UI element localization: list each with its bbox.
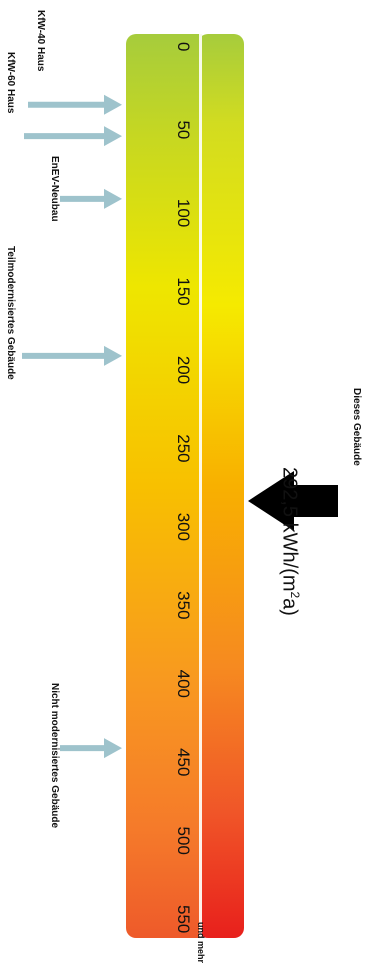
reference-label: KfW-40 Haus: [35, 10, 46, 72]
scale-end-label: und mehr: [196, 922, 206, 964]
building-value-text: 292,5 kWh/(m: [278, 467, 301, 592]
building-arrow: [248, 470, 338, 531]
tick-label: 100: [174, 199, 193, 227]
reference-arrow: [28, 94, 122, 115]
tick-label: 300: [174, 513, 193, 541]
reference-arrow: [60, 738, 122, 759]
reference-arrow: [22, 345, 122, 366]
tick-label: 150: [174, 277, 193, 305]
reference-label: Teilmodernisiertes Gebäude: [5, 246, 16, 380]
building-value: 292,5 kWh/(m2a): [278, 467, 305, 616]
tick-label: 450: [174, 748, 193, 776]
tick-label: 550: [174, 905, 193, 933]
tick-label: 0: [174, 42, 193, 51]
scale-bar-right: [198, 34, 244, 938]
reference-arrow: [60, 188, 122, 209]
reference-label: EnEV-Neubau: [49, 156, 60, 222]
reference-label: Nicht modernisiertes Gebäude: [49, 683, 60, 829]
scale-bar-center-band: [168, 34, 202, 938]
building-label: Dieses Gebäude: [351, 388, 362, 466]
building-value-suffix: a): [278, 598, 301, 616]
tick-labels: 0 50 100 150 200 250 300 350 400 450 500 550: [174, 42, 193, 933]
tick-label: 250: [174, 434, 193, 462]
tick-label: 350: [174, 591, 193, 619]
tick-label: 200: [174, 356, 193, 384]
tick-label: 400: [174, 670, 193, 698]
reference-arrow: [24, 126, 122, 147]
tick-label: 500: [174, 827, 193, 855]
reference-arrows: [22, 94, 122, 759]
scale-divider: [199, 34, 202, 938]
reference-label: KfW-60 Haus: [5, 52, 16, 114]
tick-label: 50: [174, 120, 193, 139]
